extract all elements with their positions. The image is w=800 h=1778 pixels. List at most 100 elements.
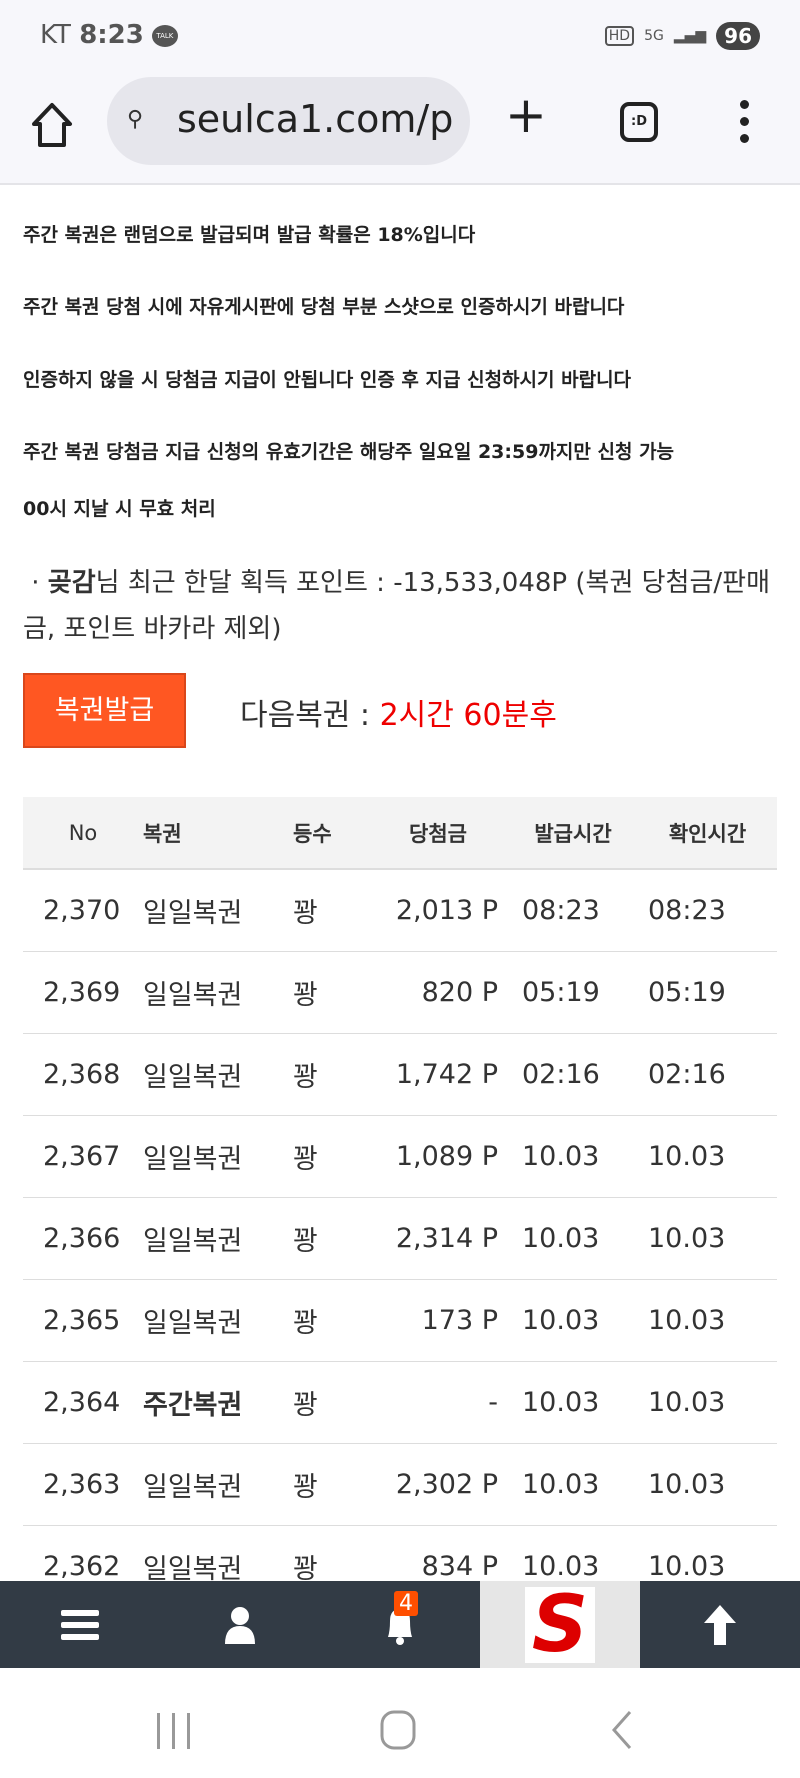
table-header: No 복권 등수 당첨금 발급시간 확인시간 — [23, 797, 777, 869]
table-row: 2,363 일일복권 꽝 2,302 P 10.03 10.03 — [23, 1443, 777, 1525]
table-row: 2,365 일일복권 꽝 173 P 10.03 10.03 — [23, 1279, 777, 1361]
row-checked: 10.03 — [648, 1386, 726, 1418]
more-menu-icon[interactable] — [740, 100, 752, 151]
row-prize: 2,314 P — [395, 1222, 498, 1254]
row-issued: 08:23 — [522, 894, 600, 926]
row-rank: 꽝 — [293, 1471, 318, 1503]
row-rank: 꽝 — [293, 979, 318, 1011]
arrow-up-icon — [704, 1604, 736, 1645]
row-prize: 1,089 P — [395, 1140, 498, 1172]
row-checked: 10.03 — [648, 1222, 726, 1254]
row-no: 2,363 — [43, 1468, 121, 1500]
col-rank: 등수 — [293, 821, 332, 846]
issue-lottery-button[interactable]: 복권발급 — [23, 673, 186, 748]
row-lottery: 일일복권 — [143, 1225, 243, 1257]
row-no: 2,364 — [43, 1386, 121, 1418]
clock: 8:23 — [79, 20, 144, 50]
row-issued: 10.03 — [522, 1468, 600, 1500]
url-text[interactable]: seulca1.com/p — [177, 97, 454, 141]
menu-button[interactable] — [0, 1581, 160, 1668]
profile-button[interactable] — [160, 1581, 320, 1668]
bullet: · — [31, 568, 40, 598]
row-rank: 꽝 — [293, 1061, 318, 1093]
kakaotalk-icon: TALK — [151, 24, 178, 47]
table-row: 2,362 일일복권 꽝 834 P 10.03 10.03 — [23, 1525, 777, 1607]
battery-icon: 96 — [716, 22, 760, 50]
row-prize: 820 P — [421, 976, 498, 1008]
notice-line: 주간 복권 당첨 시에 자유게시판에 당첨 부분 스샷으로 인증하시기 바랍니다 — [23, 296, 625, 318]
row-prize: 2,302 P — [395, 1468, 498, 1500]
row-no: 2,369 — [43, 976, 121, 1008]
username: 곶감 — [47, 568, 96, 598]
table-row: 2,366 일일복권 꽝 2,314 P 10.03 10.03 — [23, 1197, 777, 1279]
row-issued: 10.03 — [522, 1140, 600, 1172]
monthly-points: · 곶감님 최근 한달 획득 포인트 : -13,533,048P (복권 당첨… — [23, 560, 783, 652]
row-rank: 꽝 — [293, 1225, 318, 1257]
tab-switcher-button[interactable]: :D — [620, 102, 658, 142]
row-no: 2,368 — [43, 1058, 121, 1090]
home-nav-icon[interactable] — [380, 1710, 416, 1750]
row-issued: 10.03 — [522, 1304, 600, 1336]
table-row: 2,368 일일복권 꽝 1,742 P 02:16 02:16 — [23, 1033, 777, 1115]
recent-apps-icon[interactable] — [155, 1713, 195, 1749]
user-icon — [225, 1606, 255, 1644]
browser-toolbar: ⚲ seulca1.com/p + :D — [0, 72, 800, 185]
back-icon[interactable] — [610, 1710, 634, 1750]
status-bar: KT 8:23 TALK HD 5G ▂▄▆ 96 — [0, 0, 800, 72]
new-tab-icon[interactable]: + — [505, 86, 547, 144]
row-issued: 02:16 — [522, 1058, 600, 1090]
row-issued: 10.03 — [522, 1550, 600, 1582]
row-checked: 10.03 — [648, 1304, 726, 1336]
signal-icon: ▂▄▆ — [673, 28, 707, 44]
col-checked: 확인시간 — [668, 821, 747, 846]
row-checked: 10.03 — [648, 1550, 726, 1582]
hamburger-icon — [61, 1609, 99, 1640]
lottery-table: No 복권 등수 당첨금 발급시간 확인시간 2,370 일일복권 꽝 2,013 P… — [23, 797, 777, 1608]
col-no: No — [68, 820, 98, 845]
next-lottery: 다음복권 : 2시간 60분후 — [240, 690, 557, 734]
row-rank: 꽝 — [293, 1553, 318, 1585]
col-lottery: 복권 — [143, 821, 182, 846]
row-prize: 173 P — [421, 1304, 498, 1336]
notifications-button[interactable]: 4 — [320, 1581, 480, 1668]
col-prize: 당첨금 — [409, 821, 467, 846]
row-lottery: 일일복권 — [143, 1553, 243, 1585]
row-no: 2,370 — [43, 894, 121, 926]
row-rank: 꽝 — [293, 1307, 318, 1339]
bottom-nav: 4 S — [0, 1581, 800, 1668]
notice-line: 00시 지날 시 무효 처리 — [23, 498, 216, 520]
row-no: 2,366 — [43, 1222, 121, 1254]
row-issued: 10.03 — [522, 1222, 600, 1254]
row-lottery: 일일복권 — [143, 897, 243, 929]
row-no: 2,362 — [43, 1550, 121, 1582]
row-rank: 꽝 — [293, 1143, 318, 1175]
row-no: 2,367 — [43, 1140, 121, 1172]
table-row: 2,364 주간복권 꽝 -10.03 10.03 — [23, 1361, 777, 1443]
hd-icon: HD — [604, 26, 635, 46]
table-row: 2,370 일일복권 꽝 2,013 P 08:23 08:23 — [23, 869, 777, 951]
row-lottery: 일일복권 — [143, 1307, 243, 1339]
carrier: KT — [40, 20, 71, 50]
row-lottery: 일일복권 — [143, 1471, 243, 1503]
row-lottery: 주간복권 — [143, 1389, 243, 1421]
site-settings-icon[interactable]: ⚲ — [127, 107, 144, 132]
row-checked: 10.03 — [648, 1468, 726, 1500]
row-rank: 꽝 — [293, 897, 318, 929]
notice-line: 주간 복권 당첨금 지급 신청의 유효기간은 해당주 일요일 23:59까지만 … — [23, 441, 675, 463]
home-icon[interactable] — [30, 100, 74, 150]
row-rank: 꽝 — [293, 1389, 318, 1421]
site-logo: S — [525, 1586, 595, 1664]
home-logo-button[interactable]: S — [480, 1581, 640, 1668]
address-bar[interactable]: ⚲ seulca1.com/p — [107, 77, 470, 165]
notice-line: 주간 복권은 랜덤으로 발급되며 발급 확률은 18%입니다 — [23, 224, 476, 246]
row-prize: - — [488, 1386, 498, 1418]
row-no: 2,365 — [43, 1304, 121, 1336]
points-text: 님 최근 한달 획득 포인트 : -13,533,048P (복권 당첨금/판매… — [23, 568, 770, 644]
system-nav-bar — [0, 1668, 800, 1778]
row-issued: 05:19 — [522, 976, 600, 1008]
row-lottery: 일일복권 — [143, 1061, 243, 1093]
row-lottery: 일일복권 — [143, 1143, 243, 1175]
row-prize: 2,013 P — [395, 894, 498, 926]
scroll-top-button[interactable] — [640, 1581, 800, 1668]
network-icon: 5G — [644, 28, 664, 44]
